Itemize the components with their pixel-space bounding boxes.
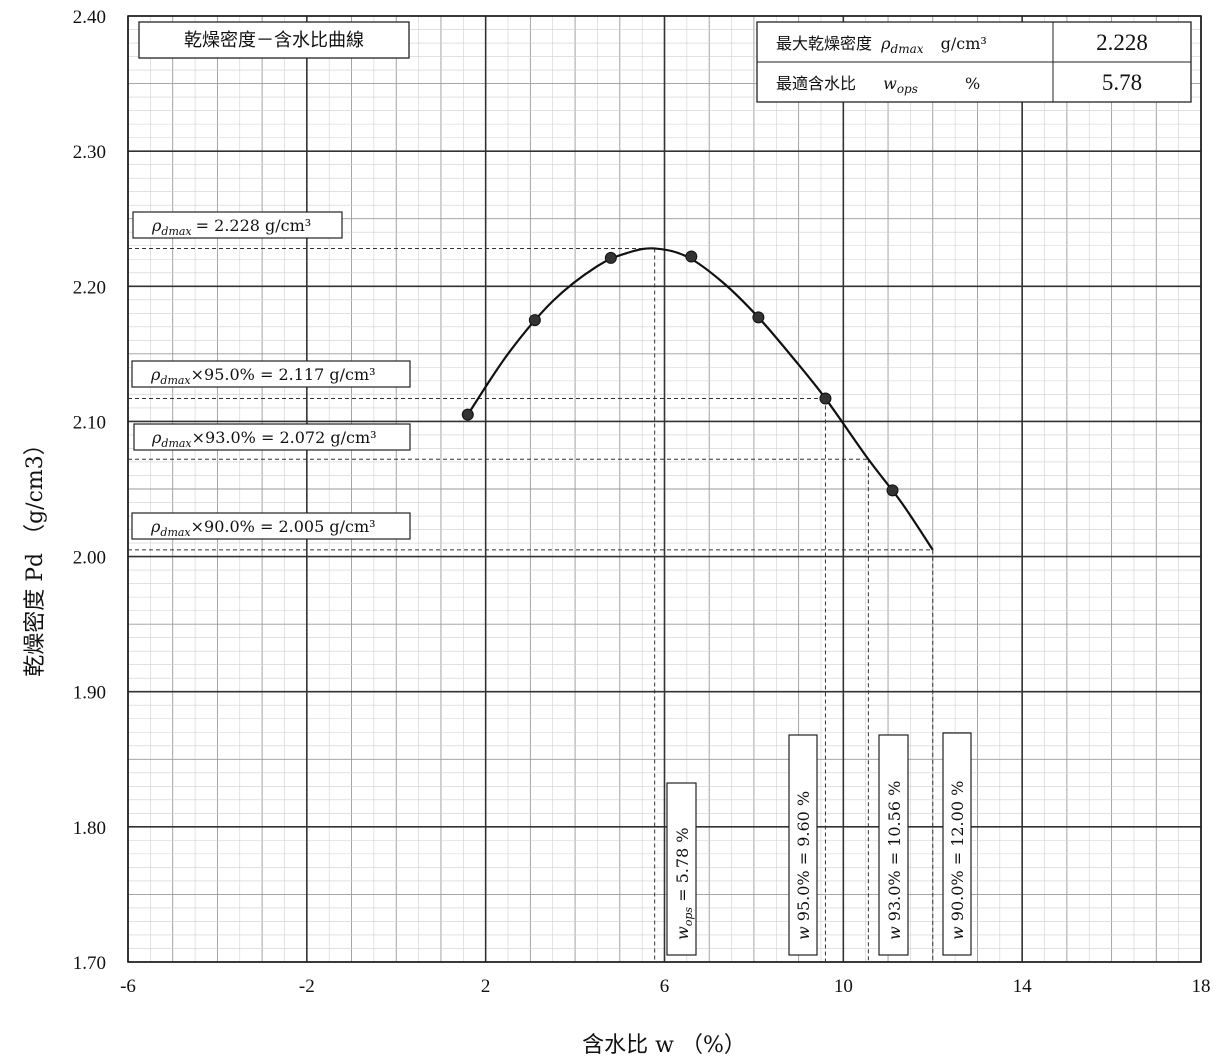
x-tick-labels: -6 -2 2 6 10 14 18: [120, 976, 1210, 997]
x-tick-label: 2: [481, 976, 491, 997]
x-tick-label: -6: [120, 976, 136, 997]
annotation-max-dry-density: ρdmax = 2.228 g/cm³: [132, 211, 343, 239]
annotation-water-content-95: w 95.0% = 9.60 %: [788, 734, 818, 956]
annotation-water-content-95-text: w 95.0% = 9.60 %: [794, 791, 813, 940]
annotation-95-percent: ρdmax×95.0% = 2.117 g/cm³: [131, 360, 411, 388]
y-tick-label: 1.80: [73, 818, 106, 839]
annotation-water-content-93-text: w 93.0% = 10.56 %: [885, 781, 904, 940]
x-tick-label: 6: [660, 976, 670, 997]
annotation-optimum-water-content: wops = 5.78 %: [666, 782, 697, 956]
x-tick-label: 10: [834, 976, 853, 997]
chart-title-box: 乾燥密度－含水比曲線: [138, 21, 410, 59]
y-tick-label: 2.10: [73, 412, 106, 433]
annotation-93-percent: ρdmax×93.0% = 2.072 g/cm³: [133, 423, 411, 451]
data-points: [461, 250, 899, 497]
y-tick-label: 2.40: [73, 7, 106, 28]
y-tick-label: 1.90: [73, 683, 106, 704]
optimum-water-content-label: 最適含水比: [776, 74, 856, 93]
compaction-curve: [466, 247, 934, 551]
data-point: [685, 250, 698, 263]
y-tick-label: 1.70: [73, 953, 106, 974]
x-tick-label: 18: [1192, 976, 1211, 997]
annotation-water-content-90-text: w 90.0% = 12.00 %: [948, 781, 967, 940]
fitted-curve-layer: [466, 247, 934, 551]
y-axis-title: 乾燥密度 Pd （g/cm3）: [23, 433, 48, 677]
annotation-93-percent-text: ρdmax×93.0% = 2.072 g/cm³: [151, 428, 377, 450]
reference-lines: [128, 247, 934, 962]
chart-title: 乾燥密度－含水比曲線: [184, 30, 364, 51]
x-tick-label: 14: [1013, 976, 1033, 997]
max-dry-density-row: 最大乾燥密度 ρdmax g/cm³: [776, 34, 987, 57]
x-tick-label: -2: [299, 976, 315, 997]
max-dry-density-label: 最大乾燥密度: [776, 34, 872, 53]
optimum-water-content-value: 5.78: [1102, 70, 1142, 95]
max-dry-density-value: 2.228: [1096, 30, 1148, 55]
y-tick-label: 2.00: [73, 548, 106, 569]
optimum-water-content-row: 最適含水比 wops %: [776, 74, 980, 97]
data-point: [819, 392, 832, 405]
annotation-90-percent-text: ρdmax×90.0% = 2.005 g/cm³: [150, 517, 376, 539]
annotation-max-dry-density-text: ρdmax = 2.228 g/cm³: [151, 216, 311, 238]
major-grid: [127, 15, 1202, 963]
y-tick-label: 2.30: [73, 142, 106, 163]
y-tick-label: 2.20: [73, 277, 106, 298]
annotation-water-content-90: w 90.0% = 12.00 %: [942, 732, 972, 956]
annotation-water-content-93: w 93.0% = 10.56 %: [878, 734, 909, 956]
data-point: [528, 314, 541, 327]
results-table: 最大乾燥密度 ρdmax g/cm³ 2.228 最適含水比 wops % 5.…: [756, 21, 1192, 103]
x-axis-title: 含水比 w （%）: [582, 1033, 746, 1058]
annotation-optimum-water-content-text: wops = 5.78 %: [673, 827, 695, 940]
data-point: [461, 408, 474, 421]
data-point: [604, 251, 617, 264]
annotation-90-percent: ρdmax×90.0% = 2.005 g/cm³: [131, 512, 411, 540]
y-tick-labels: 1.70 1.80 1.90 2.00 2.10 2.20 2.30 2.40: [73, 7, 106, 974]
data-point: [752, 311, 765, 324]
annotation-95-percent-text: ρdmax×95.0% = 2.117 g/cm³: [150, 365, 376, 387]
data-point: [886, 484, 899, 497]
plot-frame: [127, 15, 1202, 963]
